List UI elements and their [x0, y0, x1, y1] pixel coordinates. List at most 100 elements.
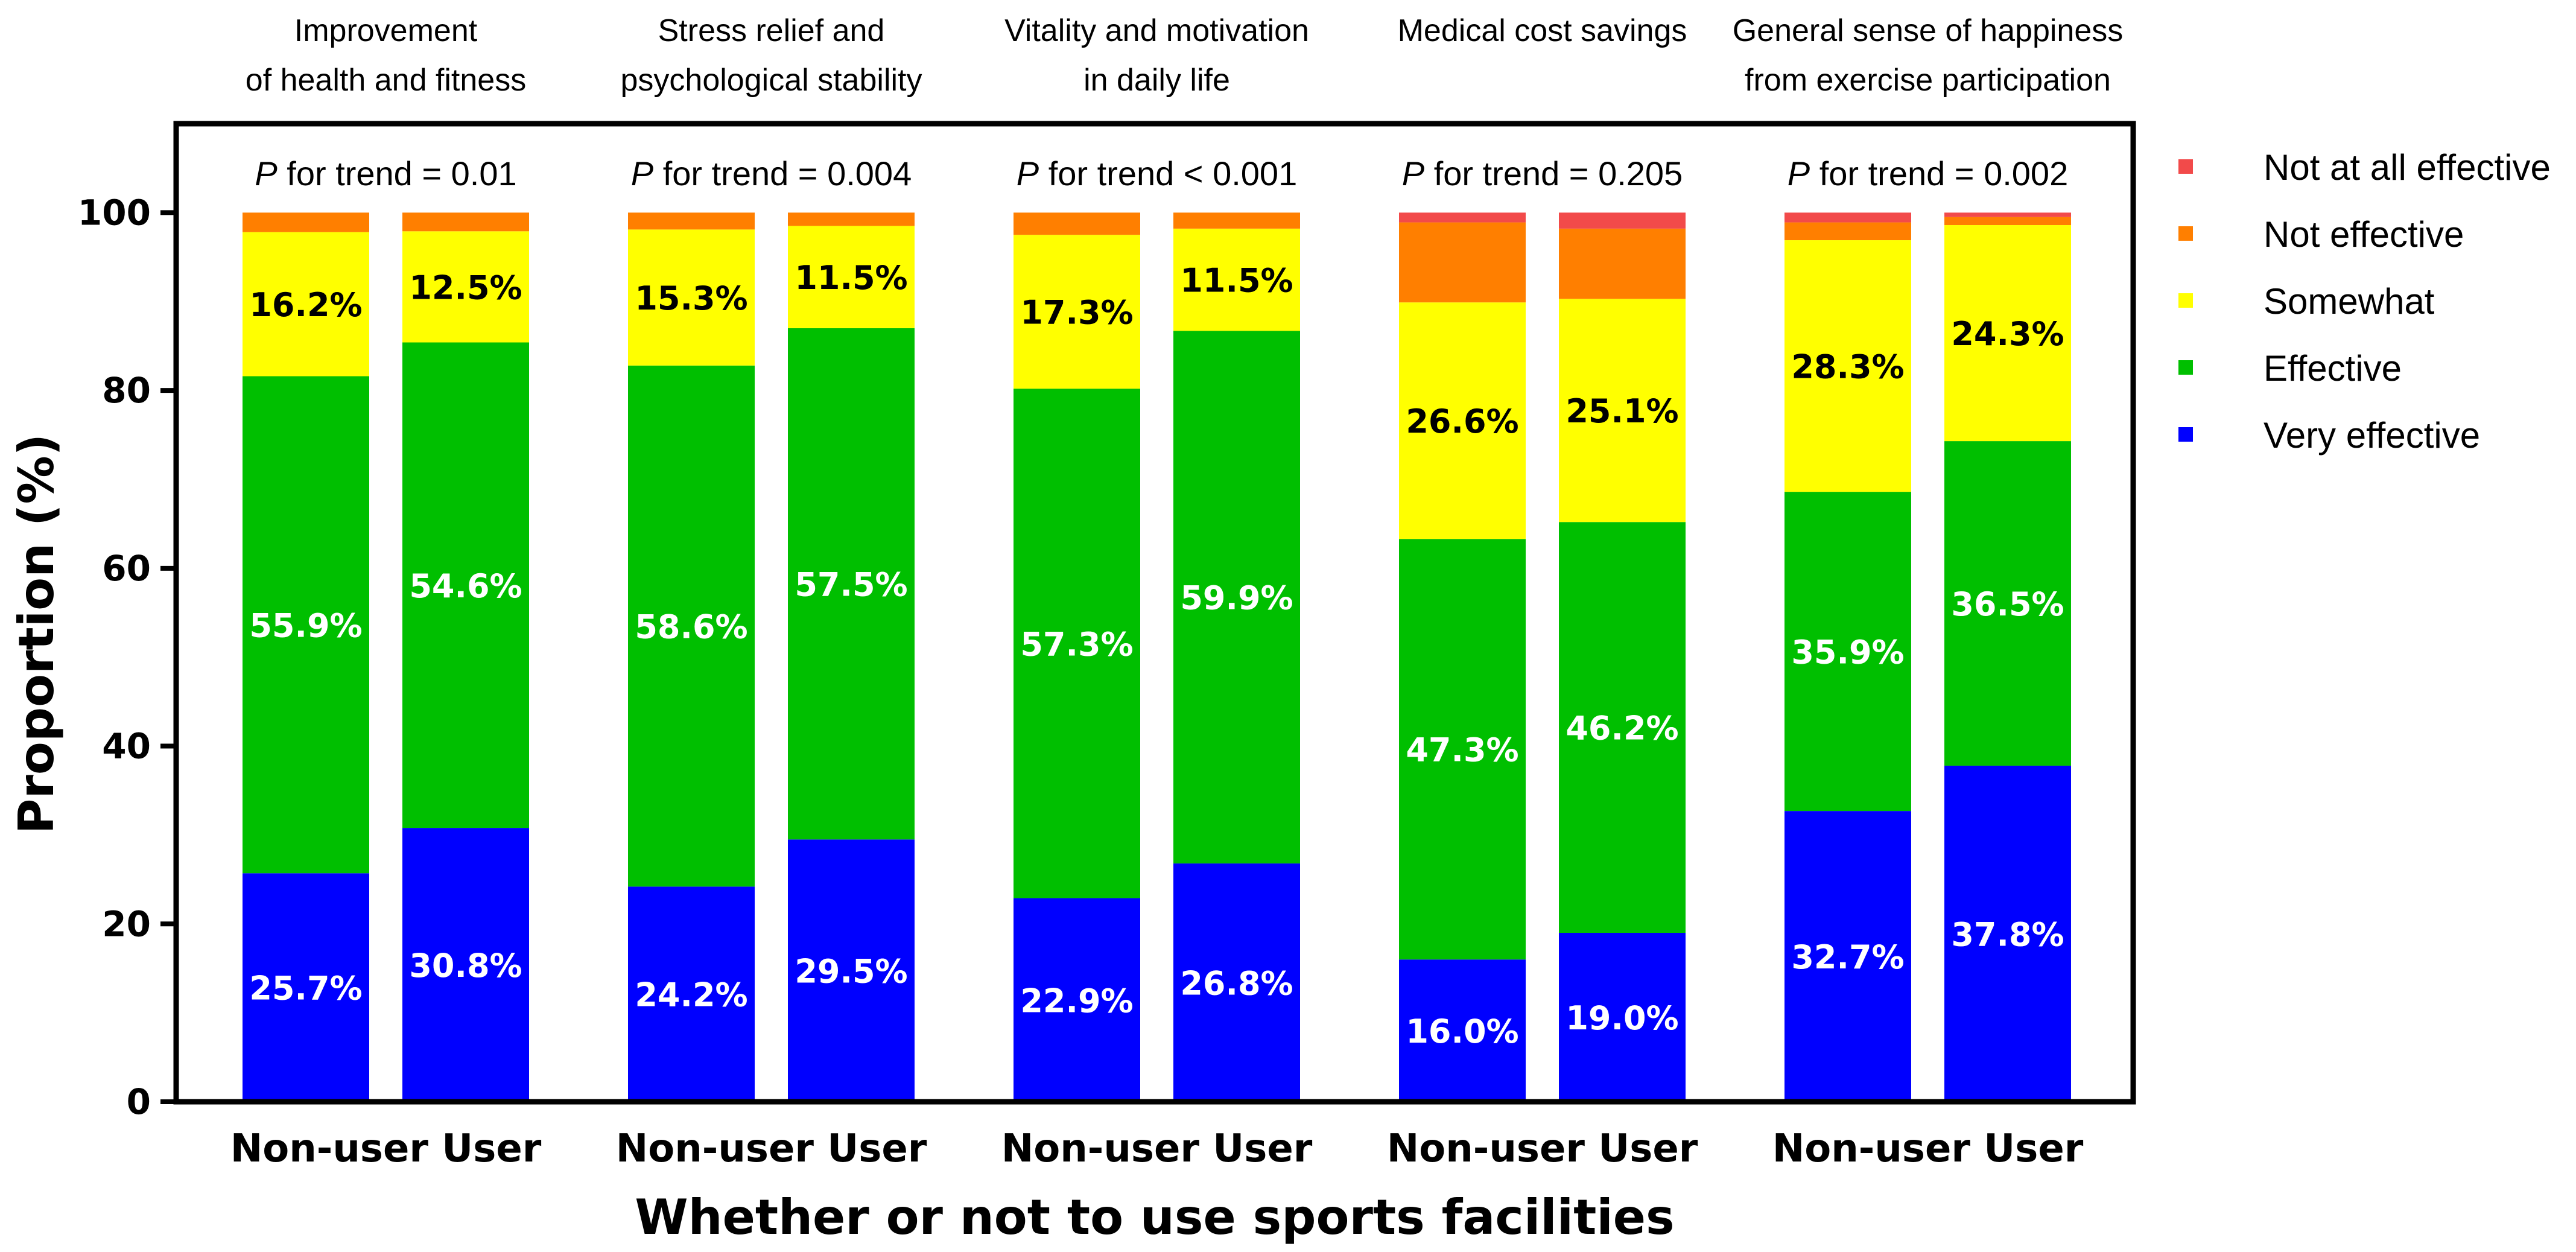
bar-segment-not-effective	[788, 212, 915, 226]
bar-segment-not-effective	[1173, 212, 1300, 229]
bar-segment-not-effective	[1944, 217, 2071, 225]
bar-segment-very-effective	[1944, 765, 2071, 1102]
x-category-nonuser: Non-user	[1387, 1126, 1585, 1171]
bar-segment-not-effective	[628, 212, 755, 230]
y-tick-label: 0	[127, 1081, 151, 1122]
p-symbol: P	[631, 154, 653, 192]
x-category-gap	[814, 1126, 827, 1171]
bar-segment-very-effective	[1173, 863, 1300, 1102]
y-tick-label: 40	[102, 726, 151, 767]
x-category-label: Non-user User	[1387, 1126, 1698, 1171]
data-label: 11.5%	[795, 259, 907, 297]
bar-segment-somewhat	[1944, 224, 2071, 442]
data-label: 32.7%	[1791, 938, 1904, 976]
legend-swatch	[2178, 427, 2193, 442]
data-label: 26.8%	[1180, 965, 1293, 1003]
x-category-gap	[1585, 1126, 1598, 1171]
legend-swatch	[2178, 226, 2193, 241]
bar-segment-effective	[1399, 539, 1526, 960]
x-category-nonuser: Non-user	[616, 1126, 814, 1171]
data-label: 16.2%	[249, 286, 362, 324]
bar-segment-somewhat	[1173, 228, 1300, 331]
p-trend-value: for trend = 0.002	[1810, 154, 2068, 192]
data-label: 59.9%	[1180, 579, 1293, 617]
legend-swatch	[2178, 159, 2193, 174]
data-label: 58.6%	[635, 608, 747, 646]
data-label: 26.6%	[1406, 402, 1518, 440]
bar-segment-effective	[788, 328, 915, 840]
data-label: 55.9%	[249, 606, 362, 644]
legend-label: Very effective	[2264, 415, 2480, 456]
x-category-user: User	[1213, 1126, 1312, 1171]
bar-segment-very-effective	[402, 828, 529, 1102]
p-for-trend: P for trend = 0.002	[1788, 154, 2068, 192]
group-title: General sense of happiness	[1733, 13, 2124, 48]
x-category-nonuser: Non-user	[1772, 1126, 1971, 1171]
group-title: from exercise participation	[1745, 63, 2111, 98]
bar-segment-somewhat	[1014, 235, 1140, 389]
legend-swatch	[2178, 293, 2193, 308]
data-label: 17.3%	[1020, 294, 1133, 332]
data-label: 30.8%	[409, 947, 522, 985]
x-category-gap	[1199, 1126, 1213, 1171]
x-category-label: Non-user User	[230, 1126, 542, 1171]
y-tick-label: 20	[102, 903, 151, 944]
x-category-nonuser: Non-user	[230, 1126, 429, 1171]
bar-segment-somewhat	[788, 226, 915, 328]
bar-segment-effective	[1784, 492, 1911, 812]
bar-segment-very-effective	[1399, 959, 1526, 1102]
p-symbol: P	[1402, 154, 1424, 192]
bar-segment-not-effective	[243, 212, 369, 232]
bar-data-labels: 25.7% 55.9% 16.2% 30.8% 54.6% 12.5% 24.2% 58.6%…	[249, 259, 2064, 1050]
x-category-nonuser: Non-user	[1001, 1126, 1200, 1171]
data-label: 35.9%	[1791, 634, 1904, 672]
p-trend-value: for trend = 0.205	[1424, 154, 1683, 192]
x-category-label: Non-user User	[1772, 1126, 2084, 1171]
group-title: Medical cost savings	[1398, 13, 1687, 48]
p-for-trend: P for trend = 0.004	[631, 154, 912, 192]
p-for-trend: P for trend = 0.205	[1402, 154, 1683, 192]
p-symbol: P	[255, 154, 277, 192]
group-title: Improvement	[294, 13, 478, 48]
bar-segment-not-effective	[1014, 212, 1140, 235]
bar-segment-somewhat	[402, 231, 529, 343]
group-title: in daily life	[1083, 63, 1230, 98]
group-titles: Improvement of health and fitness Stress r…	[246, 13, 2123, 98]
p-trend-value: for trend = 0.01	[278, 154, 517, 192]
bar-segment-not-effective	[1559, 228, 1686, 299]
data-label: 24.2%	[635, 976, 747, 1014]
x-category-gap	[1970, 1126, 1984, 1171]
legend-swatch	[2178, 360, 2193, 375]
p-for-trend-labels: P for trend = 0.01 P for trend = 0.004 P f…	[255, 154, 2068, 192]
group-title: psychological stability	[620, 63, 922, 98]
data-label: 29.5%	[795, 953, 907, 991]
x-category-user: User	[1984, 1126, 2083, 1171]
data-label: 28.3%	[1791, 348, 1904, 386]
p-for-trend: P for trend = 0.01	[255, 154, 516, 192]
x-category-user: User	[827, 1126, 927, 1171]
data-label: 37.8%	[1951, 915, 2064, 953]
x-category-labels: Non-user User Non-user User Non-user User N…	[230, 1126, 2084, 1171]
y-tick-label: 100	[78, 192, 151, 233]
bar-segment-somewhat	[628, 229, 755, 366]
p-for-trend: P for trend < 0.001	[1017, 154, 1297, 192]
data-label: 16.0%	[1406, 1012, 1518, 1050]
bar-segment-very-effective	[1559, 933, 1686, 1102]
legend-label: Somewhat	[2264, 281, 2435, 322]
y-axis-title: Proportion (%)	[8, 434, 65, 834]
group-title: Vitality and motivation	[1004, 13, 1309, 48]
x-category-user: User	[1598, 1126, 1698, 1171]
data-label: 25.7%	[249, 970, 362, 1008]
bar-segment-not-effective	[1784, 222, 1911, 241]
data-label: 57.5%	[795, 566, 907, 604]
y-tick-label: 80	[102, 370, 151, 411]
bar-segment-effective	[1559, 522, 1686, 933]
bar-segment-not-at-all-effective	[1784, 212, 1911, 223]
data-label: 36.5%	[1951, 585, 2064, 623]
p-trend-value: for trend < 0.001	[1039, 154, 1297, 192]
bar-segment-effective	[1014, 389, 1140, 898]
data-label: 12.5%	[409, 269, 522, 307]
bar-segment-very-effective	[628, 886, 755, 1102]
bar-segment-effective	[628, 365, 755, 887]
